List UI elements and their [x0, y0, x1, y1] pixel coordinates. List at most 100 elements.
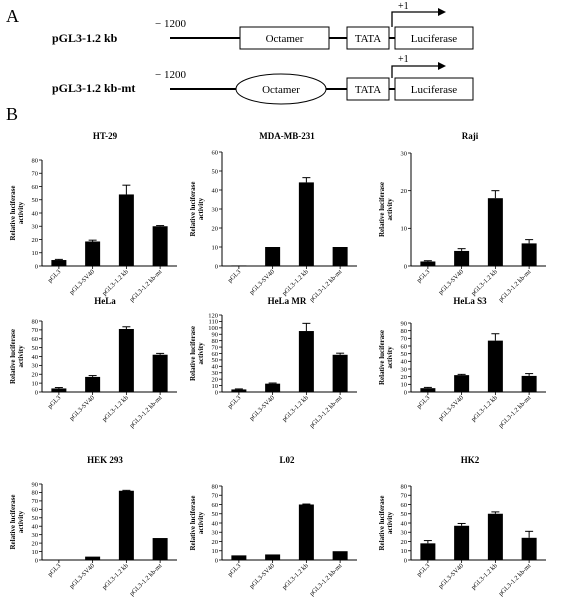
bar	[85, 376, 101, 392]
chart-title: HeLa	[94, 296, 116, 306]
bar	[118, 490, 134, 560]
x-tick-label: pGL3-SV40	[68, 562, 96, 590]
y-tick-label: 70	[32, 498, 39, 505]
y-axis-label: Relative luciferase	[378, 182, 386, 237]
y-tick-label: 70	[401, 493, 408, 500]
chart-hek-293: HEK 293 Relative luciferase activity 010 203…	[9, 455, 177, 597]
y-tick-label: 90	[401, 320, 408, 327]
bar	[521, 375, 537, 392]
bar	[332, 354, 348, 392]
y-tick-label: 40	[32, 354, 39, 361]
x-tick-label: pGL3	[47, 268, 63, 284]
y-tick-label: 30	[32, 532, 39, 539]
y-tick-label: 80	[212, 483, 219, 490]
y-axis-label: Relative luciferase	[9, 185, 17, 240]
y-tick-label: 80	[32, 318, 39, 325]
bar	[298, 182, 314, 266]
y-axis-label: activity	[17, 201, 25, 224]
chart-hela-s3: HeLa S3 Relative luciferase activity 010203…	[378, 296, 546, 430]
tata-box	[346, 26, 390, 50]
x-tick-label: pGL3-1.2 kb	[281, 394, 310, 423]
chart-title: HEK 293	[87, 455, 123, 465]
y-tick-label: 20	[401, 539, 408, 546]
x-tick-label: pGL3-1.2 kb	[281, 268, 310, 297]
y-tick-label: 20	[212, 376, 219, 383]
y-axis-label: activity	[386, 346, 394, 369]
bar	[298, 331, 314, 392]
y-axis-label: activity	[197, 197, 205, 220]
y-axis-label: activity	[197, 342, 205, 365]
chart-title: HeLa S3	[453, 296, 487, 306]
y-axis-label: Relative luciferase	[189, 326, 197, 381]
y-tick-label: 10	[401, 382, 408, 389]
y-axis-label: Relative luciferase	[189, 495, 197, 550]
y-axis-label: activity	[386, 198, 394, 221]
y-tick-label: 30	[32, 224, 39, 231]
y-tick-label: 0	[35, 557, 38, 564]
luciferase-label: Luciferase	[411, 84, 458, 96]
bar	[487, 340, 503, 392]
bar	[265, 383, 281, 392]
x-tick-label: pGL3-SV40	[437, 268, 465, 296]
start-label: − 1200	[155, 69, 186, 81]
bar	[51, 388, 67, 392]
construct-name: pGL3-1.2 kb-mt	[52, 81, 135, 95]
bar	[265, 554, 281, 560]
y-axis-label: Relative luciferase	[9, 494, 17, 549]
y-tick-label: 90	[32, 481, 39, 488]
bar	[85, 241, 101, 266]
y-tick-label: 40	[212, 364, 219, 371]
bar	[521, 243, 537, 266]
octamer-box	[239, 26, 330, 50]
y-tick-label: 30	[212, 370, 219, 377]
chart-title: L02	[279, 455, 295, 465]
y-tick-label: 60	[212, 502, 219, 509]
construct-name: pGL3-1.2 kb	[52, 31, 118, 45]
x-tick-label: pGL3-1.2 kb-mt	[308, 394, 343, 429]
tss-arrow-head	[438, 8, 446, 16]
y-tick-label: 50	[212, 168, 219, 175]
construct-mt: pGL3-1.2 kb-mt − 1200 Octamer TATA Lucif…	[52, 54, 474, 105]
y-tick-label: 80	[401, 328, 408, 335]
y-tick-label: 50	[212, 511, 219, 518]
chart-title: MDA-MB-231	[259, 131, 315, 141]
bar	[332, 551, 348, 560]
y-tick-label: 0	[215, 263, 218, 270]
chart-hela-mr: HeLa MR Relative luciferase activity 010203…	[189, 296, 357, 430]
x-tick-label: pGL3	[416, 562, 432, 578]
x-tick-label: pGL3-1.2 kb	[470, 268, 499, 297]
y-tick-label: 70	[401, 336, 408, 343]
tss-arrow-head	[438, 62, 446, 70]
y-axis-label: activity	[17, 345, 25, 368]
y-tick-label: 10	[32, 250, 39, 257]
y-axis-label: activity	[197, 511, 205, 534]
y-tick-label: 40	[401, 359, 408, 366]
bar	[420, 261, 436, 266]
y-tick-label: 0	[404, 389, 407, 396]
bar	[152, 226, 168, 266]
y-tick-label: 110	[208, 319, 218, 326]
x-tick-label: pGL3	[227, 394, 243, 410]
y-tick-label: 0	[215, 557, 218, 564]
y-tick-label: 80	[32, 490, 39, 497]
y-tick-label: 20	[401, 188, 408, 195]
bar	[487, 513, 503, 560]
bar	[454, 250, 470, 266]
y-tick-label: 10	[32, 380, 39, 387]
y-tick-label: 50	[401, 511, 408, 518]
x-tick-label: pGL3-1.2 kb-mt	[128, 562, 163, 597]
bar	[487, 198, 503, 266]
y-tick-label: 120	[208, 312, 218, 319]
y-tick-label: 10	[32, 549, 39, 556]
x-tick-label: pGL3-SV40	[248, 562, 276, 590]
y-tick-label: 40	[32, 210, 39, 217]
panel-a-label: A	[6, 6, 19, 26]
bar	[265, 247, 281, 266]
x-tick-label: pGL3-1.2 kb	[470, 394, 499, 423]
y-tick-label: 30	[212, 206, 219, 213]
y-tick-label: 40	[212, 187, 219, 194]
x-tick-label: pGL3-1.2 kb-mt	[128, 268, 163, 303]
y-tick-label: 70	[212, 344, 219, 351]
y-tick-label: 70	[212, 493, 219, 500]
y-tick-label: 50	[32, 345, 39, 352]
